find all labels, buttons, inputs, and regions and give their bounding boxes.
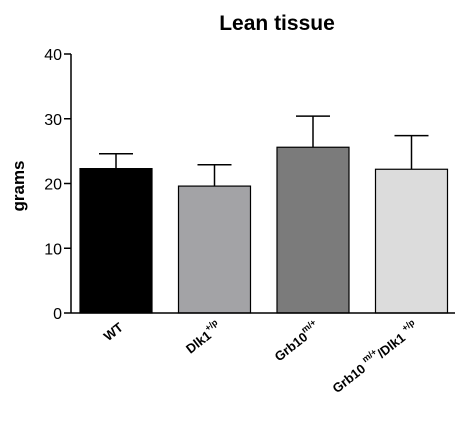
bar [374,168,449,314]
y-tick-label: 30 [44,112,62,129]
y-tick-label: 10 [44,241,62,258]
category-label: Grb10 m/+/Dlk1 +/p [328,317,422,396]
bar [79,168,153,314]
category-labels-group: WT Dlk1+/p Grb10m/+Grb10 m/+/Dlk1 +/p [101,317,422,396]
y-tick-label: 0 [53,306,62,323]
bars-group [79,146,449,314]
error-bars-group [99,115,429,187]
bar [276,146,350,314]
category-label: Grb10m/+ [270,317,323,364]
bar [177,185,252,314]
category-label: WT [101,320,126,344]
chart-title: Lean tissue [219,12,335,35]
y-tick-label: 40 [44,47,62,64]
y-tick-label: 20 [44,177,62,194]
y-ticks-group: 0 10 20 30 40 [44,47,71,323]
category-label-base: WT [101,320,126,344]
y-axis-label: grams [9,160,28,211]
category-label-base: Grb10 [329,359,371,396]
category-label: Dlk1+/p [181,317,225,357]
